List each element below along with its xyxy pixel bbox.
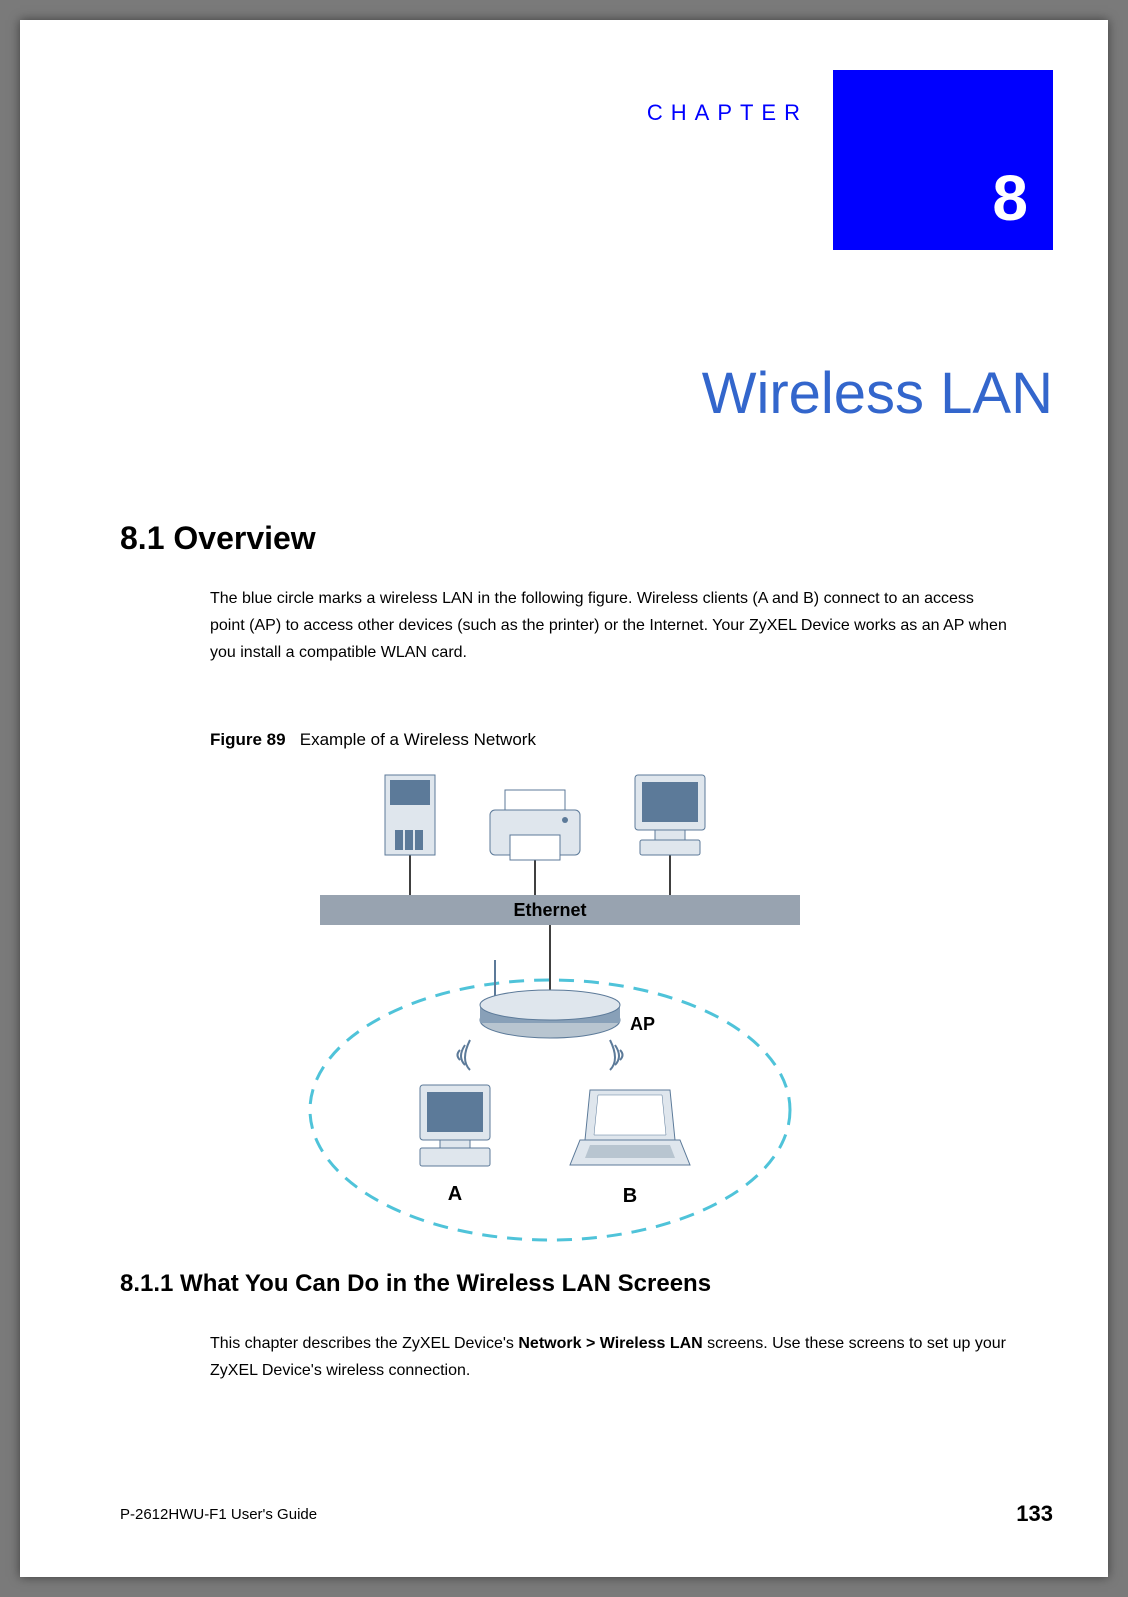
ethernet-label: Ethernet <box>513 900 586 920</box>
section-8-1-1-heading: 8.1.1 What You Can Do in the Wireless LA… <box>120 1270 711 1298</box>
page-footer: P-2612HWU-F1 User's Guide 133 <box>120 1501 1053 1527</box>
footer-page-number: 133 <box>1016 1501 1053 1527</box>
wireless-signal-icon <box>458 1040 471 1070</box>
section-8-1-heading: 8.1 Overview <box>120 520 316 557</box>
desktop-icon <box>635 775 705 855</box>
chapter-title: Wireless LAN <box>20 360 1053 427</box>
body-prefix: This chapter describes the ZyXEL Device'… <box>210 1335 518 1352</box>
wireless-signal-icon <box>610 1040 623 1070</box>
client-b-icon <box>570 1090 690 1165</box>
figure-caption: Figure 89 Example of a Wireless Network <box>210 730 536 750</box>
figure-caption-text: Example of a Wireless Network <box>300 730 536 749</box>
chapter-number-tab: 8 <box>833 70 1053 250</box>
document-page: CHAPTER 8 Wireless LAN 8.1 Overview The … <box>20 20 1108 1577</box>
server-icon <box>385 775 435 855</box>
chapter-label: CHAPTER <box>647 100 808 126</box>
figure-number: Figure 89 <box>210 730 286 749</box>
ap-label: AP <box>630 1014 655 1034</box>
footer-guide-name: P-2612HWU-F1 User's Guide <box>120 1506 317 1523</box>
section-8-1-body: The blue circle marks a wireless LAN in … <box>210 585 1010 667</box>
client-a-label: A <box>448 1183 462 1205</box>
client-b-label: B <box>623 1185 637 1207</box>
body-bold: Network > Wireless LAN <box>518 1335 702 1352</box>
printer-icon <box>490 790 580 860</box>
wireless-network-diagram: Ethernet <box>280 760 820 1250</box>
section-8-1-1-body: This chapter describes the ZyXEL Device'… <box>210 1330 1010 1384</box>
client-a-icon <box>420 1085 490 1166</box>
chapter-number: 8 <box>992 161 1028 235</box>
